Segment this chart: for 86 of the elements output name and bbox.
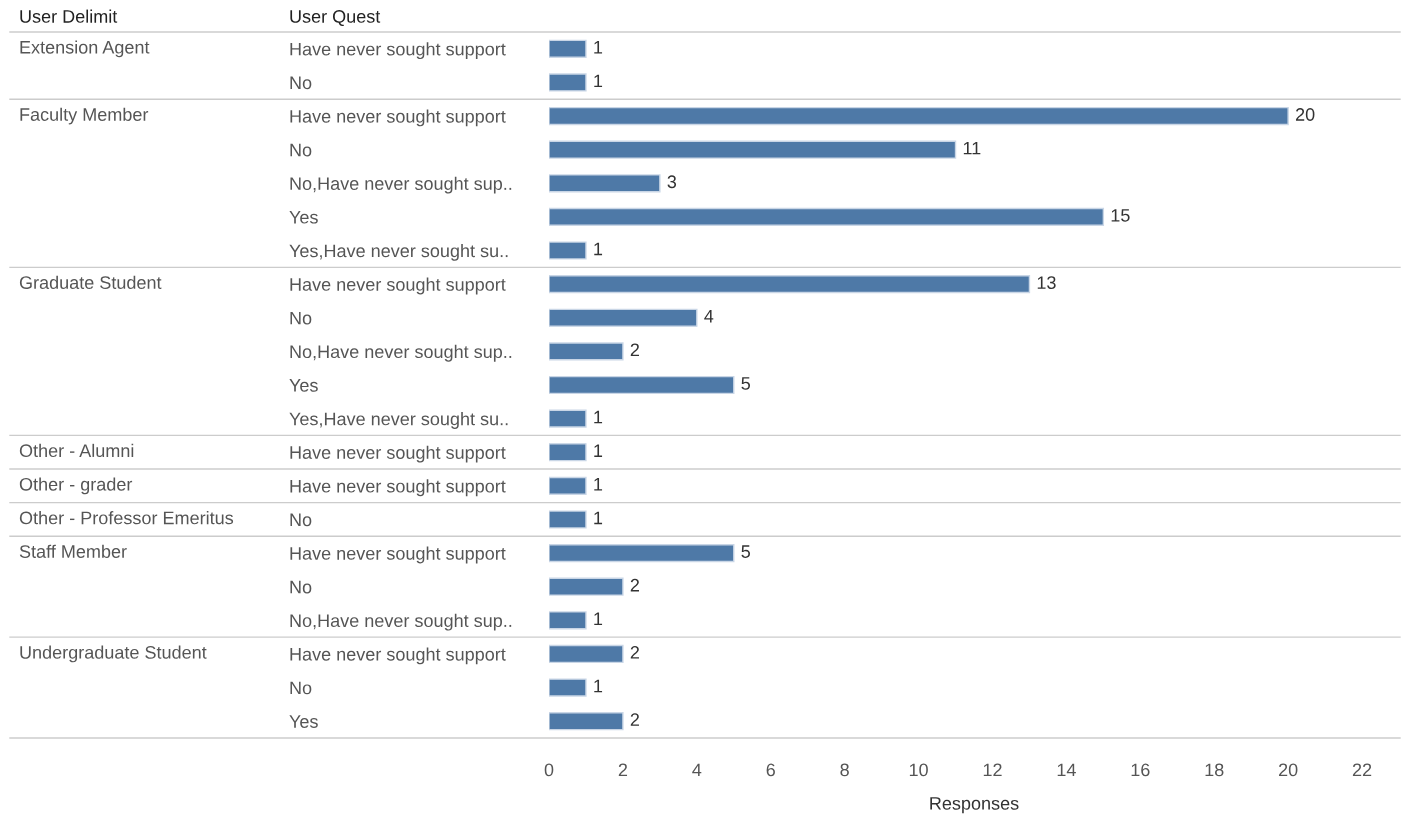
- x-tick-label: 0: [544, 763, 554, 777]
- y-tick-label: Yes,Have never sought su..: [289, 243, 508, 261]
- data-label: 2: [630, 578, 639, 592]
- data-label: 1: [594, 410, 603, 424]
- bar: [549, 443, 587, 462]
- y2-tick-label: Other - grader: [19, 477, 133, 495]
- data-label: 1: [594, 478, 603, 491]
- x-tick-label: 20: [1279, 763, 1298, 777]
- bar: [549, 510, 587, 529]
- y2-tick-label: Graduate Student: [19, 275, 162, 289]
- y-tick-label: Have never sought support: [290, 479, 506, 497]
- y-tick-label: Yes: [289, 379, 318, 392]
- y-axis-title: User Quest: [290, 10, 381, 27]
- data-label: 1: [594, 242, 603, 256]
- y-tick-label: Have never sought support: [290, 647, 506, 665]
- y2-tick-label: Staff Member: [19, 544, 127, 558]
- y-tick-label: Have never sought support: [290, 42, 506, 60]
- x-tick-label: 2: [618, 763, 628, 777]
- x-tick-label: 8: [840, 763, 849, 777]
- y-tick-label: No,Have never sought sup..: [290, 344, 512, 362]
- y2-tick-label: Other - Alumni: [19, 443, 134, 458]
- data-label: 1: [594, 444, 603, 457]
- data-label: 1: [594, 74, 603, 88]
- bar: [549, 342, 624, 361]
- data-label: 1: [594, 679, 603, 693]
- bar: [549, 678, 587, 697]
- bar: [549, 543, 735, 563]
- data-label: 1: [594, 41, 603, 54]
- y2-tick-label: Faculty Member: [20, 107, 149, 125]
- bar: [549, 476, 587, 495]
- bar: [549, 73, 587, 92]
- y2-tick-label: Extension Agent: [20, 40, 150, 58]
- bar: [549, 611, 587, 630]
- bar: [549, 207, 1105, 227]
- bar: [549, 106, 1289, 126]
- data-label: 5: [741, 377, 751, 390]
- bar: [549, 39, 587, 58]
- y-tick-label: Yes,Have never sought su..: [289, 412, 508, 429]
- x-axis-title: Responses: [930, 797, 1019, 814]
- y-tick-label: No: [290, 76, 312, 90]
- text: User Delimit: [20, 9, 118, 23]
- y-tick-label: Have never sought support: [290, 277, 506, 295]
- y-tick-label: No: [290, 311, 312, 325]
- x-tick-label: 14: [1057, 763, 1076, 777]
- bar: [549, 174, 661, 193]
- bar: [549, 241, 587, 260]
- data-label: 20: [1295, 108, 1315, 121]
- y-tick-label: Yes: [289, 211, 318, 224]
- data-label: 1: [594, 511, 603, 525]
- y-tick-label: Have never sought support: [290, 546, 506, 564]
- y-tick-label: No: [290, 513, 312, 527]
- y-tick-label: No,Have never sought sup..: [290, 176, 512, 194]
- x-tick-label: 18: [1205, 763, 1224, 777]
- x-tick-label: 16: [1131, 763, 1150, 777]
- bar: [549, 577, 624, 596]
- data-label: 3: [667, 175, 677, 189]
- y-tick-label: Have never sought support: [290, 445, 506, 463]
- y2-tick-label: Undergraduate Student: [20, 645, 207, 663]
- y2-tick-label: Other - Professor Emeritus: [19, 511, 234, 525]
- data-label: 4: [704, 310, 714, 323]
- bar: [549, 712, 624, 731]
- y-tick-label: No: [290, 681, 312, 695]
- y-tick-label: Yes: [289, 715, 318, 728]
- y-tick-label: Have never sought support: [290, 109, 506, 127]
- data-label: 1: [594, 612, 603, 625]
- data-label: 11: [963, 141, 981, 155]
- x-tick-label: 10: [909, 763, 928, 777]
- bar: [549, 275, 1031, 294]
- x-tick-label: 22: [1352, 763, 1372, 777]
- bar: [549, 375, 735, 395]
- y-tick-label: No: [290, 580, 312, 594]
- x-tick-label: 12: [983, 763, 1002, 777]
- bar: [549, 308, 698, 327]
- bar: [549, 140, 957, 159]
- data-label: 2: [630, 713, 639, 726]
- y-tick-label: No,Have never sought sup..: [290, 613, 512, 631]
- bar: [549, 409, 587, 428]
- data-label: 2: [630, 646, 639, 659]
- data-label: 2: [630, 343, 639, 357]
- bar: [549, 644, 624, 664]
- data-label: 15: [1111, 209, 1130, 222]
- x-tick-label: 4: [692, 763, 702, 777]
- data-label: 5: [741, 545, 751, 558]
- y-tick-label: No: [290, 143, 312, 157]
- x-tick-label: 6: [766, 763, 775, 777]
- data-label: 13: [1037, 276, 1056, 289]
